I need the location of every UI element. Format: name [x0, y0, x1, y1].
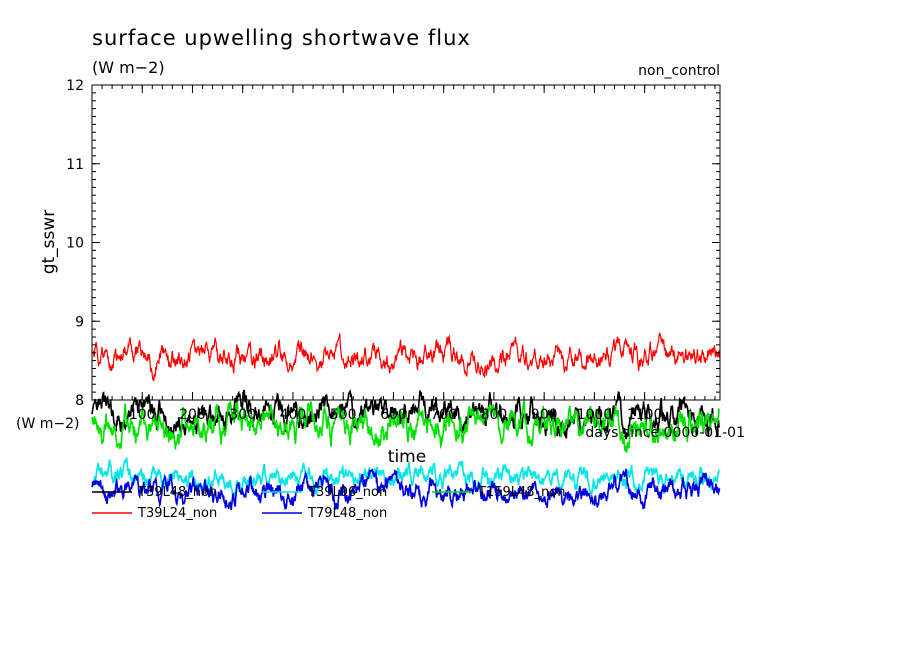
- y-tick-label: 12: [66, 78, 84, 94]
- y-axis: 8 9 10 11 12: [66, 78, 720, 409]
- x-axis-note: days since 0000-01-01: [585, 425, 745, 441]
- chart-units: (W m−2): [92, 58, 165, 77]
- series-line-T159L48_non: [91, 399, 721, 453]
- x-tick-label: 500: [330, 407, 357, 423]
- legend-label: T39L24_non: [137, 506, 217, 521]
- series-layer: [91, 332, 721, 511]
- x-tick-label: 700: [430, 407, 457, 423]
- x-tick-label: 300: [229, 407, 256, 423]
- legend-label: T79L48_non: [307, 506, 387, 521]
- y-tick-label: 10: [66, 236, 84, 252]
- y-tick-label: 11: [66, 157, 84, 173]
- legend: T39L48_non T39L96_non T159L48_non T39L24_no…: [92, 485, 565, 521]
- x-tick-label: 100: [129, 407, 156, 423]
- chart-title: surface upwelling shortwave flux: [92, 26, 471, 50]
- x-axis: 100 200 300 400 500 600 700 800 900 1000 1100: [91, 85, 716, 423]
- series-line-T39L24_non: [91, 332, 721, 382]
- x-tick-label: 600: [380, 407, 407, 423]
- y-tick-label: 8: [75, 393, 84, 409]
- y-tick-label: 9: [75, 314, 84, 330]
- x-tick-label: 1100: [627, 407, 663, 423]
- x-tick-label: 800: [481, 407, 508, 423]
- legend-label: T159L48_non: [477, 485, 565, 500]
- x-axis-label: time: [388, 447, 426, 467]
- legend-label: T39L96_non: [307, 485, 387, 500]
- series-line-T79L48_non: [91, 468, 721, 511]
- x-tick-label: 900: [531, 407, 558, 423]
- x-units-left: (W m−2): [16, 416, 80, 432]
- experiment-label: non_control: [638, 63, 720, 79]
- legend-label: T39L48_non: [137, 485, 217, 500]
- x-tick-label: 400: [280, 407, 307, 423]
- y-axis-label: gt_sswr: [39, 210, 59, 275]
- x-tick-label: 200: [179, 407, 206, 423]
- x-tick-label: 1000: [577, 407, 613, 423]
